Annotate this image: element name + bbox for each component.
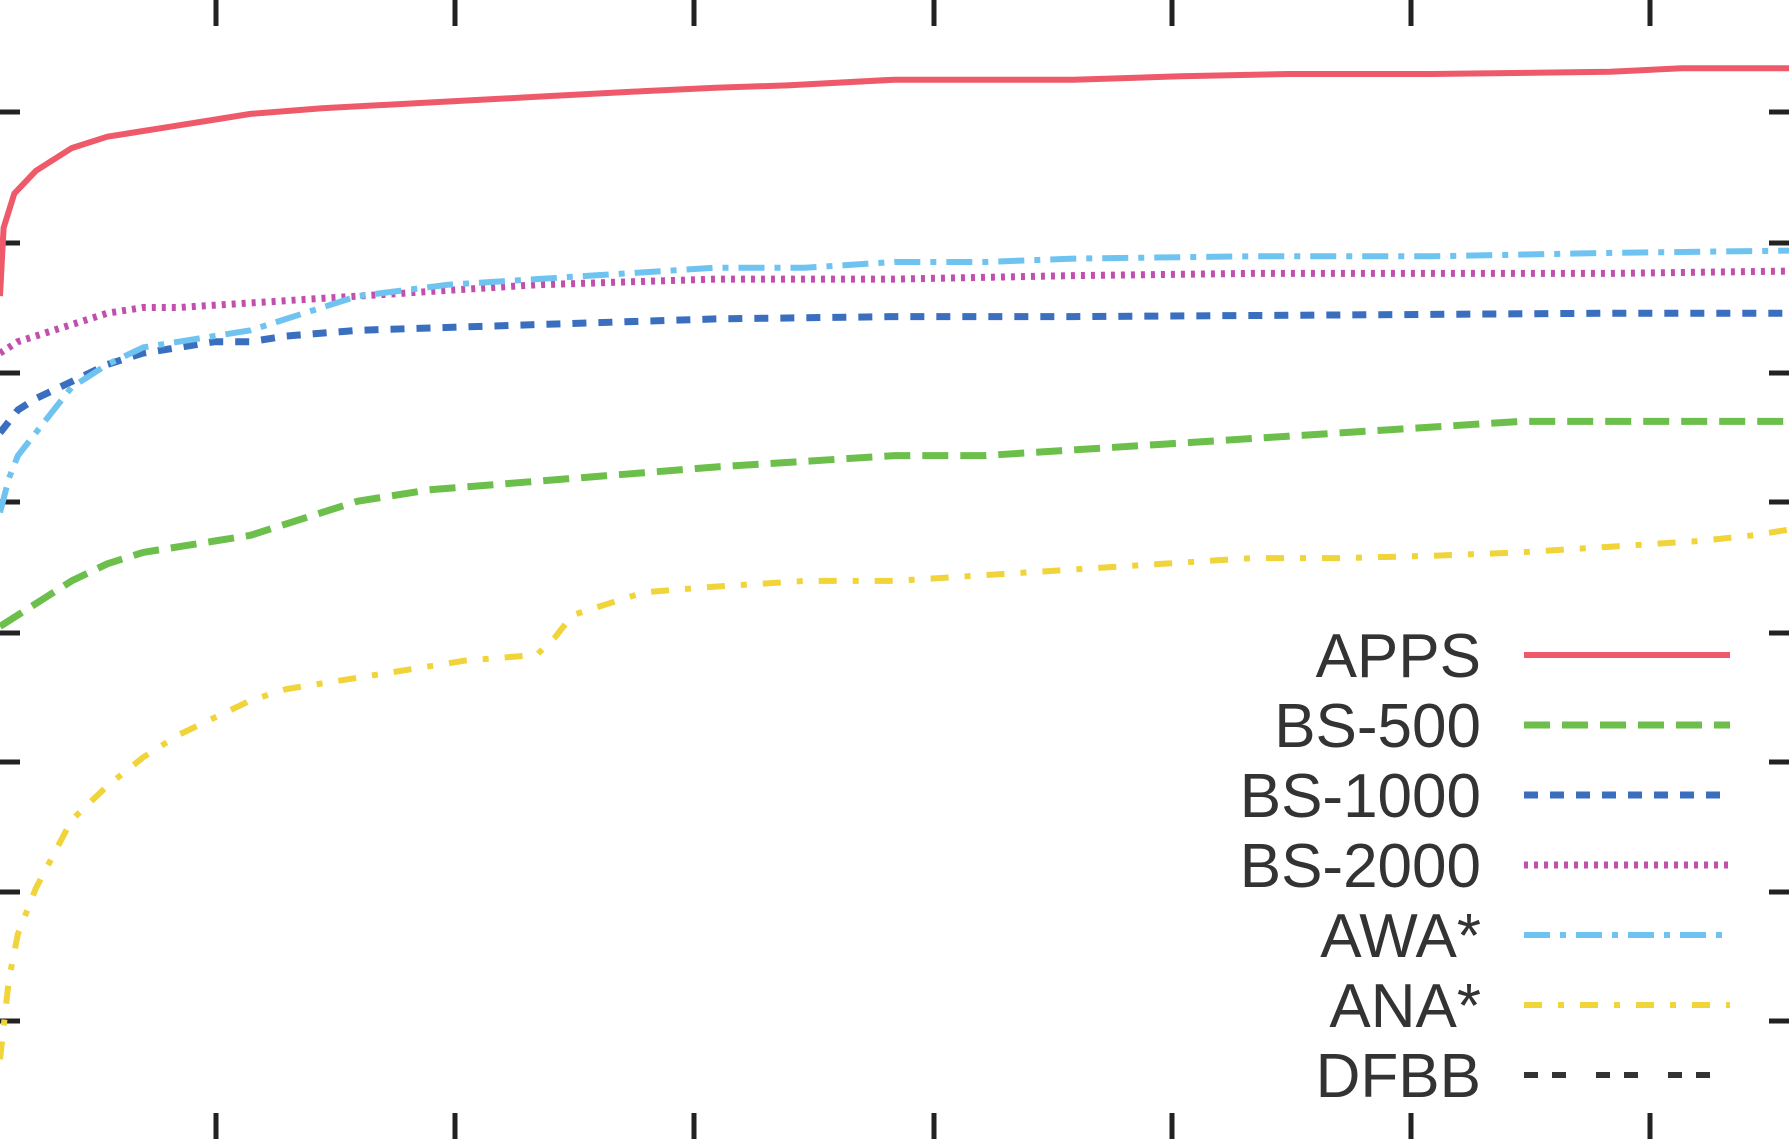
series-line-ana (0, 526, 1789, 1060)
series-line-bs-500 (0, 417, 1789, 630)
legend-label-awa: AWA* (1320, 902, 1481, 971)
legend-label-bs-1000: BS-1000 (1240, 762, 1481, 831)
series-line-apps (0, 65, 1789, 297)
legend-label-ana: ANA* (1329, 972, 1481, 1041)
series-lines (0, 65, 1789, 1060)
legend-label-bs-500: BS-500 (1274, 692, 1481, 761)
series-line-bs-2000 (0, 267, 1789, 357)
legend-label-dfbb: DFBB (1316, 1042, 1481, 1111)
legend-label-bs-2000: BS-2000 (1240, 832, 1481, 901)
series-line-bs-1000 (0, 309, 1789, 435)
legend-label-apps: APPS (1316, 622, 1481, 691)
series-line-awa (0, 247, 1789, 514)
